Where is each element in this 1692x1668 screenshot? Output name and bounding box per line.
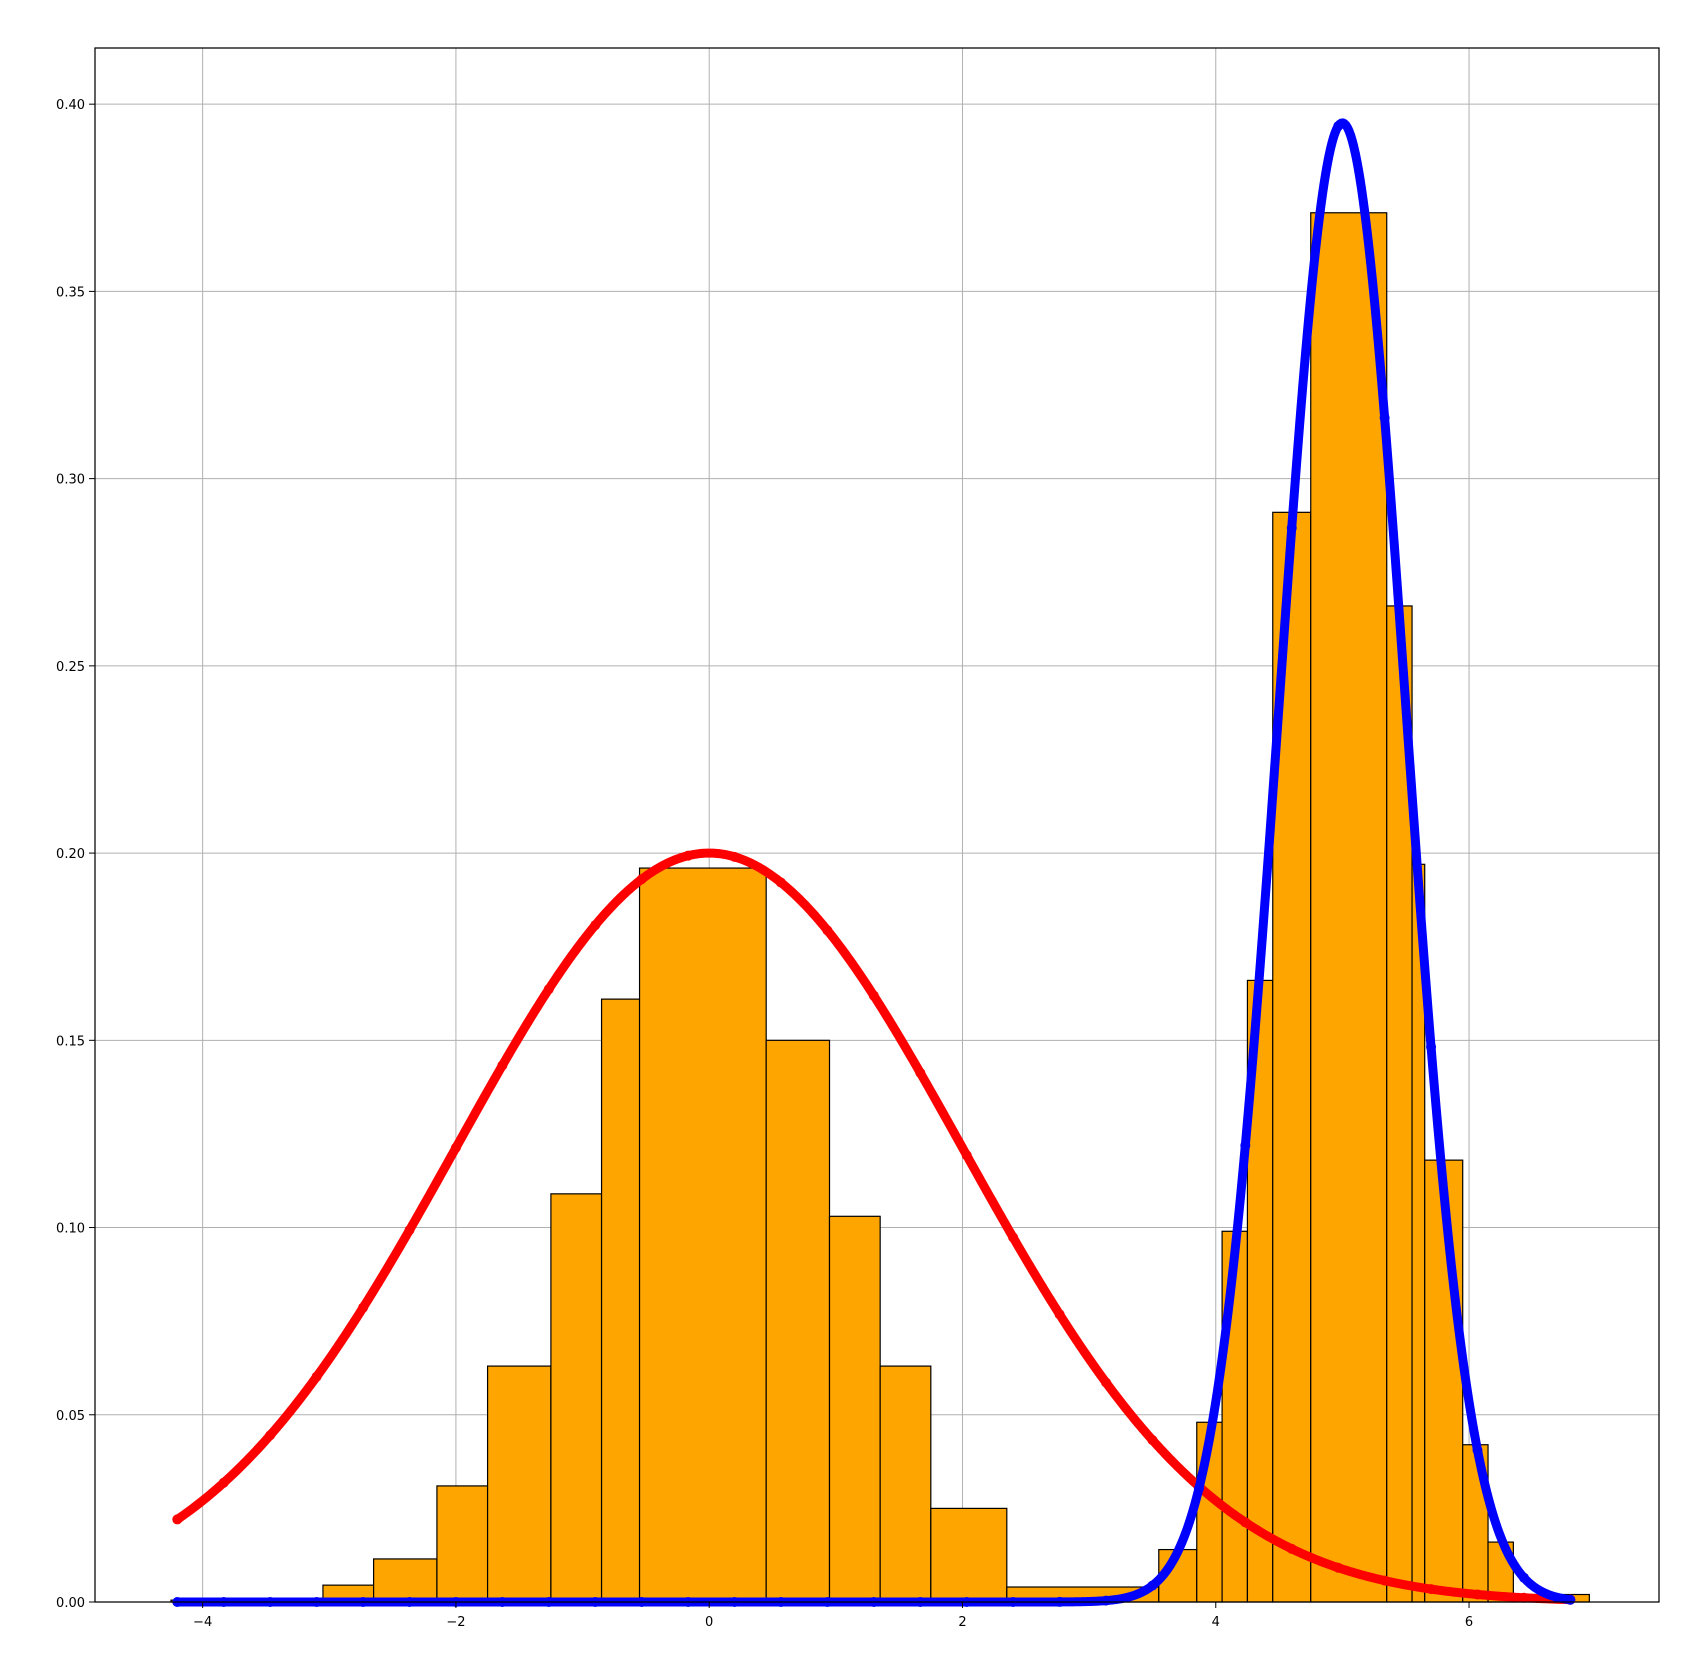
histogram-bar xyxy=(930,1507,1008,1603)
red-pdf-point xyxy=(1379,1575,1390,1586)
histogram-bar xyxy=(828,1215,881,1603)
histogram-bar xyxy=(1386,605,1413,1603)
histogram-bar xyxy=(765,1039,831,1603)
red-pdf-point xyxy=(1286,1543,1297,1554)
y-tick-label: 0.40 xyxy=(56,98,85,113)
blue-pdf-point xyxy=(1147,1580,1158,1591)
histogram-bar xyxy=(1310,212,1388,1603)
red-pdf-point xyxy=(915,1067,926,1078)
red-pdf-point xyxy=(497,1060,508,1071)
y-tick-label: 0.05 xyxy=(56,1409,85,1424)
blue-pdf-point xyxy=(1472,1445,1483,1456)
red-pdf-point xyxy=(683,850,694,861)
blue-pdf-point xyxy=(1426,1041,1437,1052)
red-pdf-point xyxy=(729,851,740,862)
y-tick-label: 0.10 xyxy=(56,1222,85,1237)
x-tick-label: −4 xyxy=(193,1615,212,1630)
blue-pdf-point xyxy=(1565,1594,1576,1605)
y-axis-ticks: 0.00 0.05 0.10 0.15 0.20 0.25 0.30 0.35 0.40 xyxy=(56,98,95,1611)
y-tick-label: 0.30 xyxy=(56,473,85,488)
y-tick-label: 0.25 xyxy=(56,660,85,675)
red-pdf-point xyxy=(1333,1562,1344,1573)
red-pdf-point xyxy=(961,1150,972,1161)
red-pdf-point xyxy=(1426,1584,1437,1595)
red-pdf-point xyxy=(218,1477,229,1488)
y-tick-label: 0.20 xyxy=(56,847,85,862)
red-pdf-point xyxy=(868,990,879,1001)
x-tick-label: 0 xyxy=(705,1615,713,1630)
red-pdf-point xyxy=(1054,1309,1065,1320)
red-pdf-point xyxy=(172,1514,183,1525)
blue-pdf-point xyxy=(1193,1483,1204,1494)
blue-pdf-point xyxy=(1379,412,1390,423)
x-tick-label: 6 xyxy=(1465,1615,1473,1630)
histogram-bars xyxy=(170,212,1590,1603)
x-axis-ticks: −4 −2 0 2 4 6 xyxy=(193,1602,1473,1630)
histogram-bar xyxy=(600,998,641,1603)
plot-frame xyxy=(94,47,1660,1603)
y-tick-label: 0.35 xyxy=(56,285,85,300)
histogram-bar xyxy=(879,1365,932,1603)
blue-pdf-point xyxy=(1518,1572,1529,1583)
red-pdf-point xyxy=(775,877,786,888)
x-tick-label: 4 xyxy=(1212,1615,1220,1630)
red-pdf-point xyxy=(636,874,647,885)
red-pdf-point xyxy=(311,1371,322,1382)
blue-pdf-point xyxy=(1333,121,1344,132)
blue-pdf-point xyxy=(1286,522,1297,533)
histogram-bar xyxy=(436,1485,489,1603)
red-pdf-point xyxy=(1472,1589,1483,1600)
histogram-bar xyxy=(373,1558,438,1603)
red-pdf-point xyxy=(590,920,601,931)
red-pdf-point xyxy=(404,1225,415,1236)
histogram-bar xyxy=(638,867,767,1603)
blue-pdf-point xyxy=(1240,1140,1251,1151)
red-pdf-point xyxy=(1518,1592,1529,1603)
red-pdf-point xyxy=(1008,1232,1019,1243)
histogram-bar xyxy=(486,1365,552,1603)
histogram-bar xyxy=(550,1193,603,1603)
y-tick-label: 0.15 xyxy=(56,1034,85,1049)
x-tick-label: −2 xyxy=(446,1615,465,1630)
red-pdf-point xyxy=(1240,1517,1251,1528)
red-pdf-point xyxy=(822,925,833,936)
red-pdf-point xyxy=(1101,1377,1112,1388)
red-pdf-point xyxy=(1147,1435,1158,1446)
red-pdf-point xyxy=(543,984,554,995)
y-tick-label: 0.00 xyxy=(56,1596,85,1611)
red-pdf-point xyxy=(265,1430,276,1441)
red-pdf-point xyxy=(450,1142,461,1153)
x-tick-label: 2 xyxy=(958,1615,966,1630)
blue-pdf-point xyxy=(1101,1595,1112,1606)
red-pdf-point xyxy=(358,1302,369,1313)
